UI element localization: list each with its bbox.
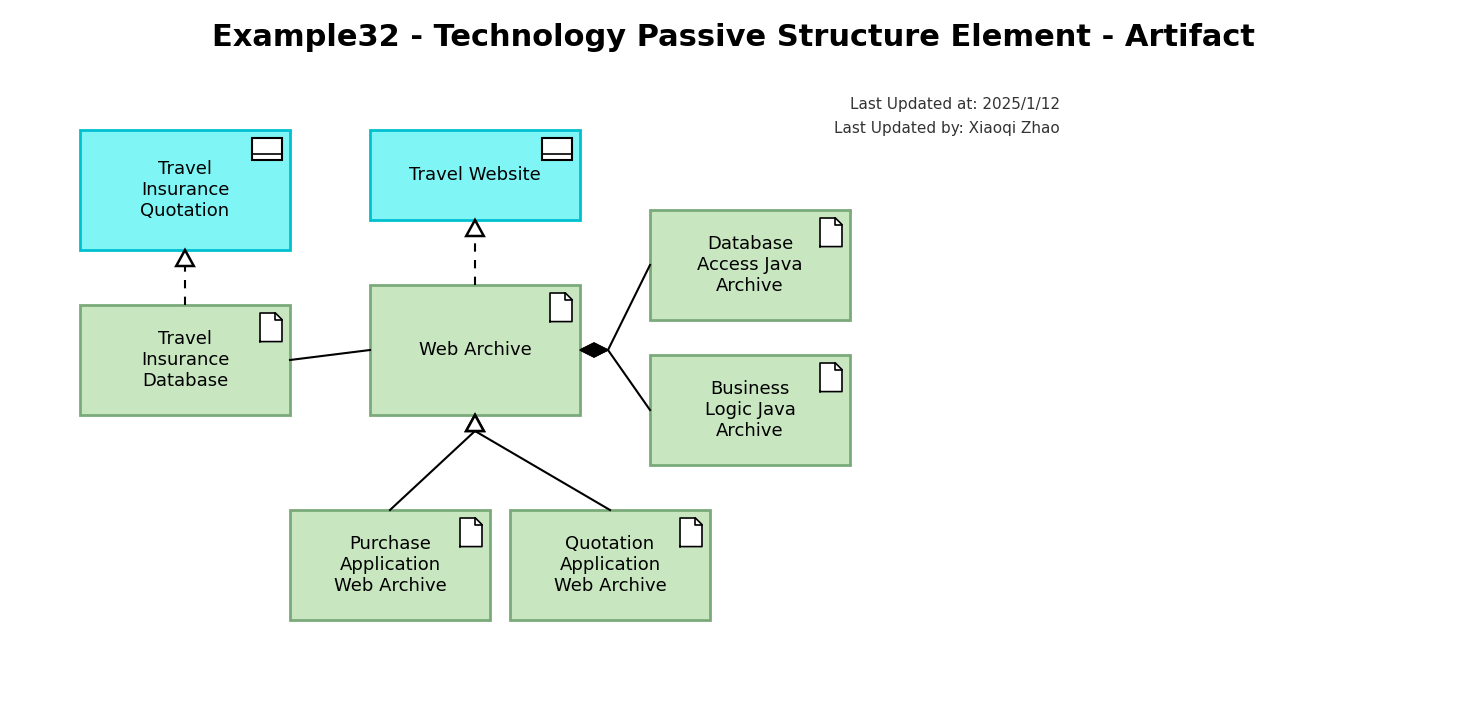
FancyBboxPatch shape	[510, 510, 710, 620]
Polygon shape	[466, 415, 484, 431]
FancyBboxPatch shape	[81, 130, 290, 250]
FancyBboxPatch shape	[649, 355, 850, 465]
Polygon shape	[176, 250, 194, 266]
FancyBboxPatch shape	[290, 510, 490, 620]
Polygon shape	[581, 343, 608, 357]
Text: Purchase
Application
Web Archive: Purchase Application Web Archive	[334, 535, 446, 595]
FancyBboxPatch shape	[81, 305, 290, 415]
Text: Travel
Insurance
Database: Travel Insurance Database	[141, 330, 229, 390]
FancyBboxPatch shape	[369, 285, 581, 415]
Text: Business
Logic Java
Archive: Business Logic Java Archive	[705, 380, 796, 440]
Text: Database
Access Java
Archive: Database Access Java Archive	[698, 235, 803, 295]
Bar	[542, 138, 572, 160]
Polygon shape	[466, 220, 484, 236]
Polygon shape	[581, 343, 608, 357]
Bar	[252, 138, 281, 160]
Polygon shape	[259, 313, 281, 342]
Polygon shape	[819, 363, 841, 391]
Text: Example32 - Technology Passive Structure Element - Artifact: Example32 - Technology Passive Structure…	[211, 23, 1255, 52]
Text: Web Archive: Web Archive	[419, 341, 531, 359]
Polygon shape	[680, 518, 702, 547]
FancyBboxPatch shape	[369, 130, 581, 220]
Text: Travel
Insurance
Quotation: Travel Insurance Quotation	[141, 160, 230, 220]
Text: Travel Website: Travel Website	[409, 166, 541, 184]
Text: Last Updated at: 2025/1/12: Last Updated at: 2025/1/12	[850, 97, 1060, 113]
Polygon shape	[819, 218, 841, 247]
FancyBboxPatch shape	[649, 210, 850, 320]
Polygon shape	[466, 415, 484, 431]
Polygon shape	[550, 293, 572, 322]
Polygon shape	[460, 518, 482, 547]
Text: Quotation
Application
Web Archive: Quotation Application Web Archive	[554, 535, 667, 595]
Text: Last Updated by: Xiaoqi Zhao: Last Updated by: Xiaoqi Zhao	[834, 121, 1060, 136]
